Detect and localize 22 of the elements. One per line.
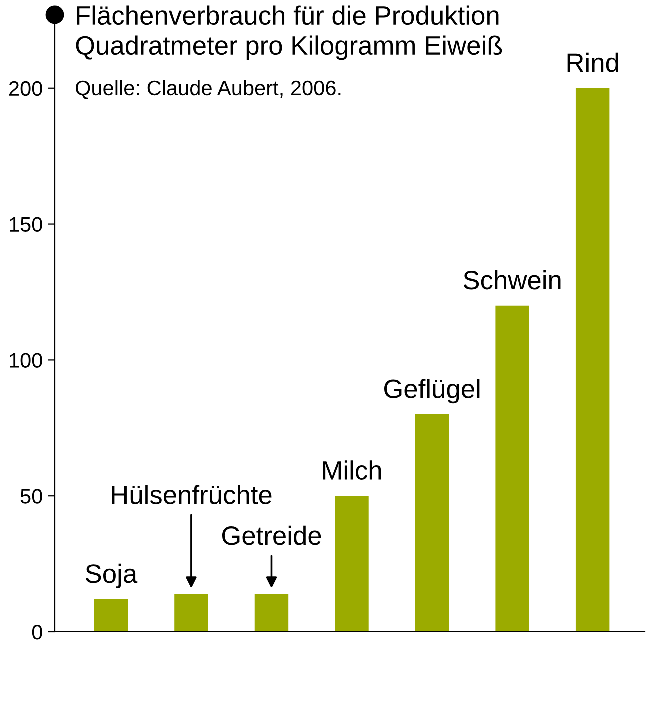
bar bbox=[496, 306, 530, 632]
x-tick-label: Getreide bbox=[222, 526, 322, 546]
bar bbox=[576, 88, 610, 632]
x-tick-label: Geflügel bbox=[384, 379, 480, 404]
text: Quadratmeter pro Kilogramm Eiweiß bbox=[76, 36, 502, 60]
y-tick-label: 150 bbox=[10, 217, 42, 232]
annotation: Quelle: Claude Aubert, 2006. bbox=[76, 80, 341, 100]
y-tick-label: 0 bbox=[32, 625, 42, 640]
y-tick-label: 200 bbox=[9, 81, 42, 96]
bar bbox=[415, 414, 450, 632]
bar bbox=[174, 594, 208, 632]
y-tick-label: 50 bbox=[20, 489, 42, 504]
chart-title: Flächenverbrauch für die Produktion bbox=[77, 6, 499, 26]
x-tick-label: Soja bbox=[86, 564, 138, 589]
x-tick-label: Rind bbox=[568, 52, 618, 72]
bar bbox=[254, 594, 289, 632]
x-tick-label: Schwein bbox=[464, 270, 561, 290]
bar bbox=[94, 599, 128, 632]
x-tick-label: Milch bbox=[323, 460, 382, 480]
y-tick-label: 100 bbox=[10, 353, 42, 368]
bar bbox=[335, 496, 369, 632]
x-tick-label: Hülsenfrüchte bbox=[112, 485, 272, 504]
